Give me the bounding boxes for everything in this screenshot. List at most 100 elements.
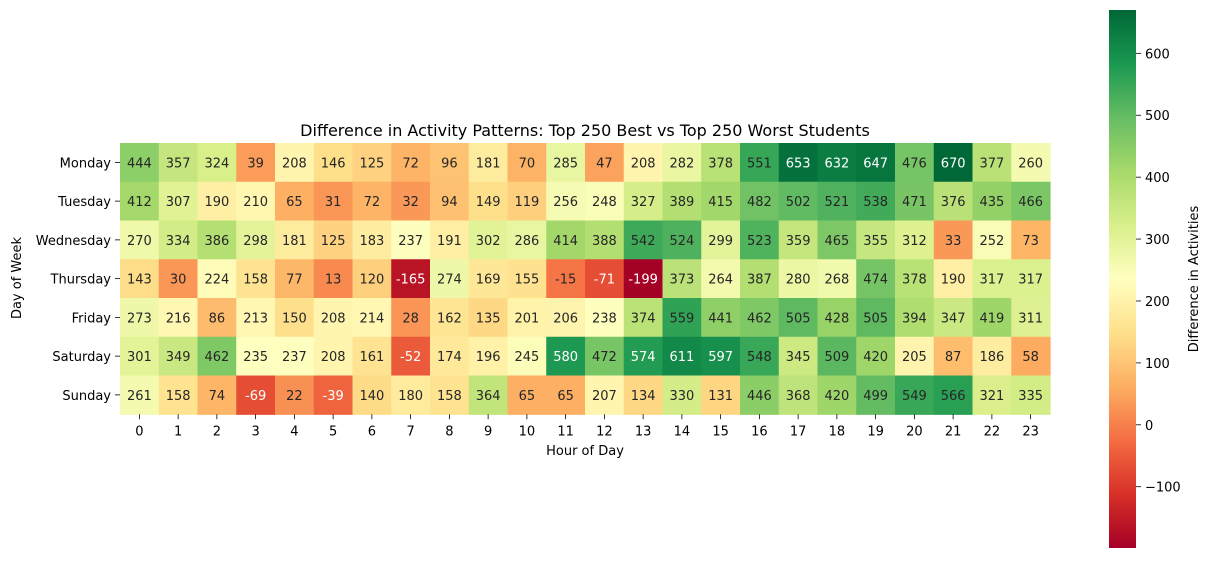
cell-value-label: 524 bbox=[669, 234, 694, 249]
heatmap-cell bbox=[856, 336, 896, 377]
cell-value-label: 210 bbox=[243, 195, 268, 210]
x-tick-label: 7 bbox=[406, 424, 414, 439]
x-tick-label: 14 bbox=[674, 424, 691, 439]
cell-value-label: 444 bbox=[127, 156, 152, 171]
heatmap-cell bbox=[236, 298, 276, 338]
cell-value-label: -165 bbox=[396, 273, 426, 288]
cell-value-label: 412 bbox=[127, 195, 152, 210]
heatmap-cell bbox=[546, 298, 586, 338]
cell-value-label: 196 bbox=[476, 350, 501, 365]
heatmap-cell bbox=[197, 181, 237, 222]
cell-value-label: 135 bbox=[476, 311, 501, 326]
cell-value-label: 330 bbox=[669, 389, 694, 404]
heatmap-cell bbox=[740, 181, 780, 222]
cell-value-label: 208 bbox=[321, 311, 346, 326]
cell-value-label: 611 bbox=[669, 350, 694, 365]
cell-value-label: 235 bbox=[243, 350, 268, 365]
heatmap-cell bbox=[546, 181, 586, 222]
heatmap-cell bbox=[158, 259, 199, 299]
x-tick-label: 21 bbox=[945, 424, 962, 439]
cell-value-label: 378 bbox=[708, 156, 733, 171]
cell-value-label: 96 bbox=[441, 156, 458, 171]
colorbar-tick-label: 200 bbox=[1145, 295, 1170, 310]
cell-value-label: -199 bbox=[628, 273, 658, 288]
x-tick-label: 10 bbox=[519, 424, 536, 439]
heatmap-cell bbox=[701, 259, 741, 299]
colorbar-label: Difference in Activities bbox=[1187, 206, 1202, 353]
cell-value-label: 387 bbox=[747, 273, 772, 288]
cell-value-label: 302 bbox=[476, 234, 501, 249]
cell-value-label: 72 bbox=[364, 195, 381, 210]
cell-value-label: 261 bbox=[127, 389, 152, 404]
cell-value-label: 158 bbox=[437, 389, 462, 404]
cell-value-label: 150 bbox=[282, 311, 307, 326]
heatmap-cell bbox=[313, 181, 354, 222]
y-tick-label: Monday bbox=[60, 156, 112, 171]
cell-value-label: 505 bbox=[786, 311, 811, 326]
heatmap-cell bbox=[856, 259, 896, 299]
heatmap-cell bbox=[197, 298, 237, 338]
heatmap-cell bbox=[701, 298, 741, 338]
heatmap-cell bbox=[585, 298, 625, 338]
cell-value-label: 368 bbox=[786, 389, 811, 404]
colorbar-tick-label: 100 bbox=[1145, 357, 1170, 372]
heatmap-cell bbox=[352, 375, 392, 415]
heatmap-cell bbox=[972, 143, 1012, 183]
heatmap-cells: 444 357 324 39 208 146 125 72 96 181 70 285 47 208 282… bbox=[120, 143, 1051, 415]
cell-value-label: 161 bbox=[359, 350, 384, 365]
x-tick-label: 3 bbox=[251, 424, 259, 439]
heatmap-cell bbox=[352, 298, 392, 338]
heatmap-cell bbox=[895, 259, 935, 299]
cell-value-label: 72 bbox=[402, 156, 419, 171]
heatmap-cell bbox=[817, 220, 857, 260]
heatmap-cell bbox=[817, 375, 857, 415]
heatmap-cell bbox=[352, 181, 392, 222]
colorbar-tick-label: 500 bbox=[1145, 109, 1170, 124]
cell-value-label: 301 bbox=[127, 350, 152, 365]
cell-value-label: 125 bbox=[359, 156, 384, 171]
heatmap-cell bbox=[236, 220, 276, 260]
heatmap-cell bbox=[817, 181, 857, 222]
x-tick-label: 18 bbox=[829, 424, 846, 439]
cell-value-label: 119 bbox=[514, 195, 539, 210]
heatmap-cell bbox=[740, 375, 780, 415]
heatmap-cell bbox=[507, 298, 547, 338]
cell-value-label: 86 bbox=[209, 311, 226, 326]
cell-value-label: 270 bbox=[127, 234, 152, 249]
cell-value-label: 207 bbox=[592, 389, 617, 404]
cell-value-label: 474 bbox=[863, 273, 888, 288]
cell-value-label: 77 bbox=[286, 273, 303, 288]
heatmap-cell bbox=[352, 143, 392, 183]
x-tick-label: 0 bbox=[135, 424, 143, 439]
cell-value-label: 551 bbox=[747, 156, 772, 171]
heatmap-cell bbox=[701, 336, 741, 377]
heatmap-cell bbox=[701, 220, 741, 260]
cell-value-label: 39 bbox=[247, 156, 264, 171]
cell-value-label: 472 bbox=[592, 350, 617, 365]
heatmap-cell bbox=[856, 220, 896, 260]
heatmap-cell bbox=[972, 220, 1012, 260]
cell-value-label: 632 bbox=[824, 156, 849, 171]
cell-value-label: 505 bbox=[863, 311, 888, 326]
cell-value-label: 174 bbox=[437, 350, 462, 365]
x-tick-label: 15 bbox=[712, 424, 729, 439]
heatmap-cell bbox=[1011, 143, 1051, 183]
cell-value-label: 22 bbox=[286, 389, 303, 404]
cell-value-label: 376 bbox=[941, 195, 966, 210]
heatmap-cell bbox=[120, 336, 160, 377]
cell-value-label: 33 bbox=[945, 234, 962, 249]
cell-value-label: 466 bbox=[1018, 195, 1043, 210]
heatmap-cell bbox=[778, 259, 819, 299]
heatmap-cell bbox=[701, 143, 741, 183]
x-tick-label: 8 bbox=[445, 424, 453, 439]
heatmap-cell bbox=[275, 220, 315, 260]
cell-value-label: 446 bbox=[747, 389, 772, 404]
cell-value-label: 566 bbox=[941, 389, 966, 404]
heatmap-cell bbox=[817, 336, 857, 377]
heatmap-cell bbox=[313, 298, 354, 338]
cell-value-label: 471 bbox=[902, 195, 927, 210]
heatmap-cell bbox=[972, 259, 1012, 299]
cell-value-label: 73 bbox=[1022, 234, 1039, 249]
heatmap-cell bbox=[1011, 298, 1051, 338]
cell-value-label: 186 bbox=[979, 350, 1004, 365]
